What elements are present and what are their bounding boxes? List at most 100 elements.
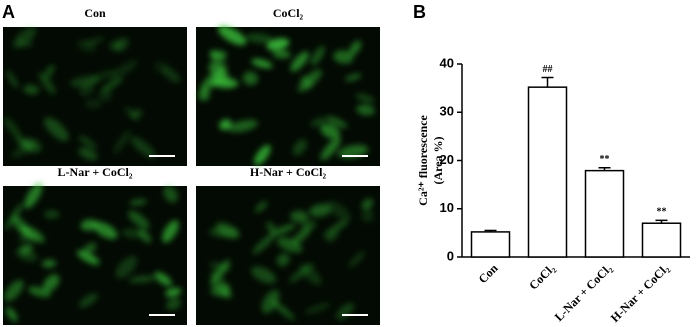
- x-tick-label: Con: [476, 261, 501, 286]
- cell: [320, 137, 341, 161]
- cell: [266, 38, 290, 51]
- cell: [272, 50, 291, 59]
- cell: [38, 72, 56, 95]
- cell: [44, 64, 55, 79]
- cell: [23, 84, 40, 95]
- cell: [261, 289, 280, 314]
- cell: [361, 209, 374, 223]
- cell: [43, 274, 60, 292]
- cell: [166, 297, 182, 310]
- bar: [641, 222, 682, 258]
- cell: [254, 201, 268, 213]
- significance-label: ##: [543, 64, 553, 75]
- cell: [115, 256, 138, 279]
- cell: [251, 266, 277, 284]
- x-tick-label: H-Nar + CoCl₂: [608, 261, 672, 325]
- cells: [4, 182, 182, 322]
- x-tick-label: CoCl₂: [526, 261, 558, 293]
- significance-label: **: [657, 207, 667, 218]
- cell: [101, 76, 123, 92]
- cell: [310, 117, 327, 127]
- cell: [84, 99, 102, 109]
- cell: [349, 40, 362, 56]
- cell: [276, 237, 303, 253]
- cell: [113, 129, 131, 154]
- y-tick-label: 20: [440, 152, 454, 167]
- cell: [154, 61, 169, 74]
- cell: [326, 200, 351, 221]
- cell: [217, 25, 247, 46]
- cell: [154, 272, 172, 286]
- cell: [325, 116, 348, 129]
- cell: [3, 117, 22, 139]
- micrograph-label: CoCl₂: [273, 6, 304, 20]
- cell: [163, 185, 178, 203]
- cell: [24, 182, 43, 209]
- cell: [337, 144, 369, 159]
- cell: [165, 287, 182, 297]
- cell: [83, 36, 105, 46]
- cell: [355, 93, 375, 104]
- cell: [320, 123, 340, 139]
- cell: [326, 231, 339, 243]
- cell: [356, 104, 375, 116]
- cell: [110, 60, 138, 79]
- significance-label: **: [600, 154, 610, 165]
- cell: [361, 198, 374, 211]
- cell: [210, 283, 231, 297]
- micrograph-label: Con: [84, 6, 106, 20]
- x-tick-label: L-Nar + CoCl₂: [552, 261, 615, 324]
- cell: [16, 39, 34, 47]
- cell: [292, 139, 307, 156]
- cells: [3, 26, 181, 161]
- cell: [121, 228, 144, 239]
- cell: [242, 71, 258, 86]
- cell: [162, 220, 179, 243]
- cell: [290, 210, 309, 223]
- cell: [209, 49, 228, 73]
- micrograph-grid: Con CoCl₂ L-Nar + CoCl₂ H-Nar + CoCl₂: [3, 6, 380, 325]
- cell: [78, 147, 98, 161]
- cell: [300, 220, 317, 231]
- panel-label: A: [2, 2, 15, 22]
- cell: [128, 275, 156, 283]
- cell: [69, 75, 100, 88]
- cell: [78, 293, 98, 308]
- cell: [78, 135, 97, 150]
- cell: [6, 70, 19, 89]
- cell: [28, 286, 52, 298]
- cell: [5, 202, 24, 231]
- bar: [470, 231, 511, 258]
- cell: [80, 219, 98, 231]
- y-tick-label: 10: [440, 200, 454, 215]
- cell: [44, 117, 69, 142]
- y-tick-label: 30: [440, 104, 454, 119]
- cell: [124, 106, 139, 121]
- cell: [130, 136, 157, 159]
- y-tick-label: 0: [447, 248, 454, 263]
- cell: [290, 51, 309, 72]
- panel-label: B: [413, 2, 426, 22]
- bar: [527, 86, 568, 258]
- cell: [76, 250, 100, 265]
- cell: [276, 253, 290, 267]
- cell: [20, 138, 42, 153]
- bar-chart: 0 10 20 30 40 Ca²⁺ fluorescence (Area %) Con ## C…: [416, 55, 690, 325]
- cell: [251, 58, 273, 69]
- micrograph-label: L-Nar + CoCl₂: [58, 165, 133, 179]
- y-tick-label: 40: [440, 55, 454, 70]
- cell: [246, 33, 273, 44]
- cell: [333, 50, 354, 64]
- cell: [41, 259, 57, 268]
- cell: [266, 221, 276, 233]
- cell: [129, 199, 147, 206]
- cell: [138, 228, 152, 244]
- cell: [215, 222, 240, 239]
- cell: [336, 302, 355, 320]
- cell: [127, 210, 150, 229]
- cell: [208, 62, 230, 83]
- cells: [198, 25, 375, 166]
- cell: [4, 280, 24, 302]
- cell: [310, 45, 325, 66]
